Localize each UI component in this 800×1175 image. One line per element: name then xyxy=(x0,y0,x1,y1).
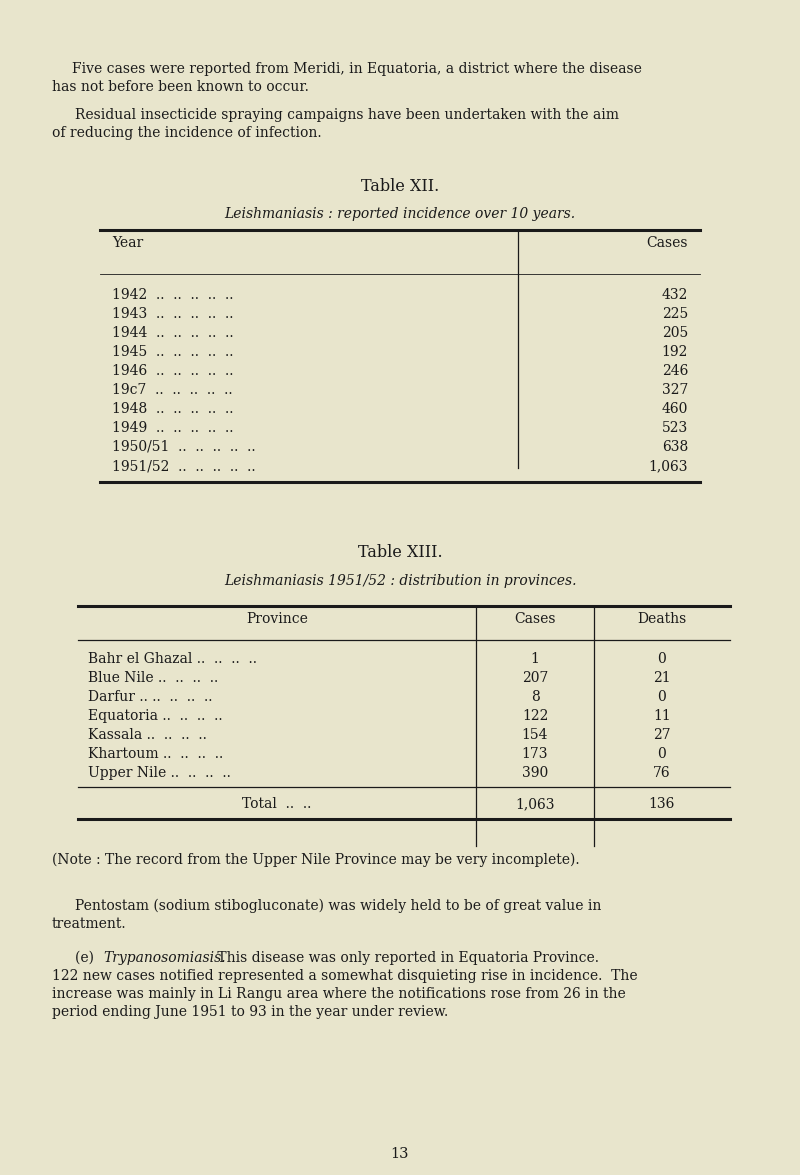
Text: Bahr el Ghazal ..  ..  ..  ..: Bahr el Ghazal .. .. .. .. xyxy=(88,652,257,666)
Text: Five cases were reported from Meridi, in Equatoria, a district where the disease: Five cases were reported from Meridi, in… xyxy=(72,62,642,76)
Text: 27: 27 xyxy=(653,728,671,741)
Text: 1948  ..  ..  ..  ..  ..: 1948 .. .. .. .. .. xyxy=(112,402,234,416)
Text: 192: 192 xyxy=(662,345,688,360)
Text: Table XIII.: Table XIII. xyxy=(358,544,442,560)
Text: 225: 225 xyxy=(662,307,688,321)
Text: 246: 246 xyxy=(662,364,688,378)
Text: Total  ..  ..: Total .. .. xyxy=(242,797,312,811)
Text: Darfur .. ..  ..  ..  ..: Darfur .. .. .. .. .. xyxy=(88,690,213,704)
Text: 0: 0 xyxy=(658,747,666,761)
Text: 1,063: 1,063 xyxy=(515,797,554,811)
Text: Khartoum ..  ..  ..  ..: Khartoum .. .. .. .. xyxy=(88,747,223,761)
Text: 8: 8 xyxy=(530,690,539,704)
Text: Leishmaniasis : reported incidence over 10 years.: Leishmaniasis : reported incidence over … xyxy=(225,207,575,221)
Text: 1944  ..  ..  ..  ..  ..: 1944 .. .. .. .. .. xyxy=(112,325,234,340)
Text: 136: 136 xyxy=(649,797,675,811)
Text: 76: 76 xyxy=(653,766,671,780)
Text: Residual insecticide spraying campaigns have been undertaken with the aim: Residual insecticide spraying campaigns … xyxy=(75,108,619,122)
Text: Province: Province xyxy=(246,612,308,626)
Text: 1: 1 xyxy=(530,652,539,666)
Text: 460: 460 xyxy=(662,402,688,416)
Text: 205: 205 xyxy=(662,325,688,340)
Text: 1951/52  ..  ..  ..  ..  ..: 1951/52 .. .. .. .. .. xyxy=(112,459,256,474)
Text: 390: 390 xyxy=(522,766,548,780)
Text: 122: 122 xyxy=(522,709,548,723)
Text: This disease was only reported in Equatoria Province.: This disease was only reported in Equato… xyxy=(213,951,599,965)
Text: (e): (e) xyxy=(75,951,108,965)
Text: Blue Nile ..  ..  ..  ..: Blue Nile .. .. .. .. xyxy=(88,671,218,685)
Text: of reducing the incidence of infection.: of reducing the incidence of infection. xyxy=(52,126,322,140)
Text: 1945  ..  ..  ..  ..  ..: 1945 .. .. .. .. .. xyxy=(112,345,234,360)
Text: Equatoria ..  ..  ..  ..: Equatoria .. .. .. .. xyxy=(88,709,222,723)
Text: 1946  ..  ..  ..  ..  ..: 1946 .. .. .. .. .. xyxy=(112,364,234,378)
Text: 19c7  ..  ..  ..  ..  ..: 19c7 .. .. .. .. .. xyxy=(112,383,233,397)
Text: 432: 432 xyxy=(662,288,688,302)
Text: Deaths: Deaths xyxy=(638,612,686,626)
Text: 0: 0 xyxy=(658,690,666,704)
Text: 1950/51  ..  ..  ..  ..  ..: 1950/51 .. .. .. .. .. xyxy=(112,439,256,454)
Text: 327: 327 xyxy=(662,383,688,397)
Text: 173: 173 xyxy=(522,747,548,761)
Text: Upper Nile ..  ..  ..  ..: Upper Nile .. .. .. .. xyxy=(88,766,231,780)
Text: increase was mainly in Li Rangu area where the notifications rose from 26 in the: increase was mainly in Li Rangu area whe… xyxy=(52,987,626,1001)
Text: 1949  ..  ..  ..  ..  ..: 1949 .. .. .. .. .. xyxy=(112,421,234,435)
Text: 11: 11 xyxy=(653,709,671,723)
Text: 0: 0 xyxy=(658,652,666,666)
Text: Kassala ..  ..  ..  ..: Kassala .. .. .. .. xyxy=(88,728,207,741)
Text: 207: 207 xyxy=(522,671,548,685)
Text: 21: 21 xyxy=(653,671,671,685)
Text: 1942  ..  ..  ..  ..  ..: 1942 .. .. .. .. .. xyxy=(112,288,234,302)
Text: Leishmaniasis 1951/52 : distribution in provinces.: Leishmaniasis 1951/52 : distribution in … xyxy=(224,575,576,588)
Text: 1943  ..  ..  ..  ..  ..: 1943 .. .. .. .. .. xyxy=(112,307,234,321)
Text: Trypanosomiasis.: Trypanosomiasis. xyxy=(103,951,226,965)
Text: treatment.: treatment. xyxy=(52,916,126,931)
Text: 1,063: 1,063 xyxy=(649,459,688,474)
Text: Year: Year xyxy=(112,236,143,250)
Text: 523: 523 xyxy=(662,421,688,435)
Text: Cases: Cases xyxy=(514,612,556,626)
Text: Cases: Cases xyxy=(646,236,688,250)
Text: 13: 13 xyxy=(390,1147,410,1161)
Text: 122 new cases notified represented a somewhat disquieting rise in incidence.  Th: 122 new cases notified represented a som… xyxy=(52,969,638,983)
Text: 638: 638 xyxy=(662,439,688,454)
Text: period ending June 1951 to 93 in the year under review.: period ending June 1951 to 93 in the yea… xyxy=(52,1005,448,1019)
Text: Table XII.: Table XII. xyxy=(361,177,439,195)
Text: Pentostam (sodium stibogluconate) was widely held to be of great value in: Pentostam (sodium stibogluconate) was wi… xyxy=(75,899,602,913)
Text: 154: 154 xyxy=(522,728,548,741)
Text: has not before been known to occur.: has not before been known to occur. xyxy=(52,80,309,94)
Text: (Note : The record from the Upper Nile Province may be very incomplete).: (Note : The record from the Upper Nile P… xyxy=(52,853,580,867)
